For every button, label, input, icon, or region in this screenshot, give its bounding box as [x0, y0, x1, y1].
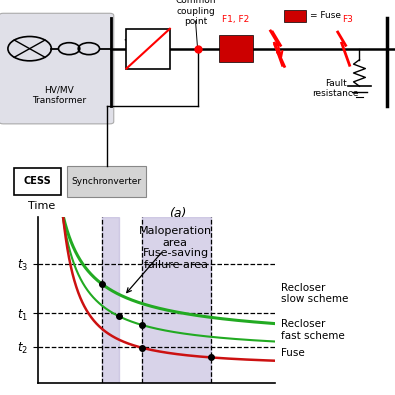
Text: Fuse-saving
failure area: Fuse-saving failure area [143, 248, 209, 269]
Text: Time: Time [28, 201, 55, 211]
Text: F1, F2: F1, F2 [222, 15, 249, 24]
Bar [126, 29, 170, 69]
Text: (a): (a) [169, 207, 186, 220]
Text: Common
coupling
point: Common coupling point [175, 0, 216, 26]
Bar [142, 217, 211, 383]
Text: HV/MV
Transformer: HV/MV Transformer [32, 85, 87, 105]
Text: Synchronverter: Synchronverter [71, 177, 142, 186]
Text: Maloperation
area: Maloperation area [127, 226, 212, 293]
Bar [219, 36, 253, 62]
FancyBboxPatch shape [0, 13, 114, 124]
Text: = Fuse: = Fuse [310, 11, 341, 21]
Text: Fuse: Fuse [280, 348, 304, 358]
Text: F3: F3 [342, 15, 353, 24]
Text: Fault
resistance: Fault resistance [312, 79, 359, 98]
Bar [284, 10, 306, 22]
Bar [102, 217, 119, 383]
Text: Recloser
fast scheme: Recloser fast scheme [280, 319, 344, 341]
Text: CESS: CESS [24, 177, 51, 186]
Text: Recloser
slow scheme: Recloser slow scheme [280, 283, 348, 305]
Bar [67, 166, 146, 197]
Bar [14, 168, 61, 195]
